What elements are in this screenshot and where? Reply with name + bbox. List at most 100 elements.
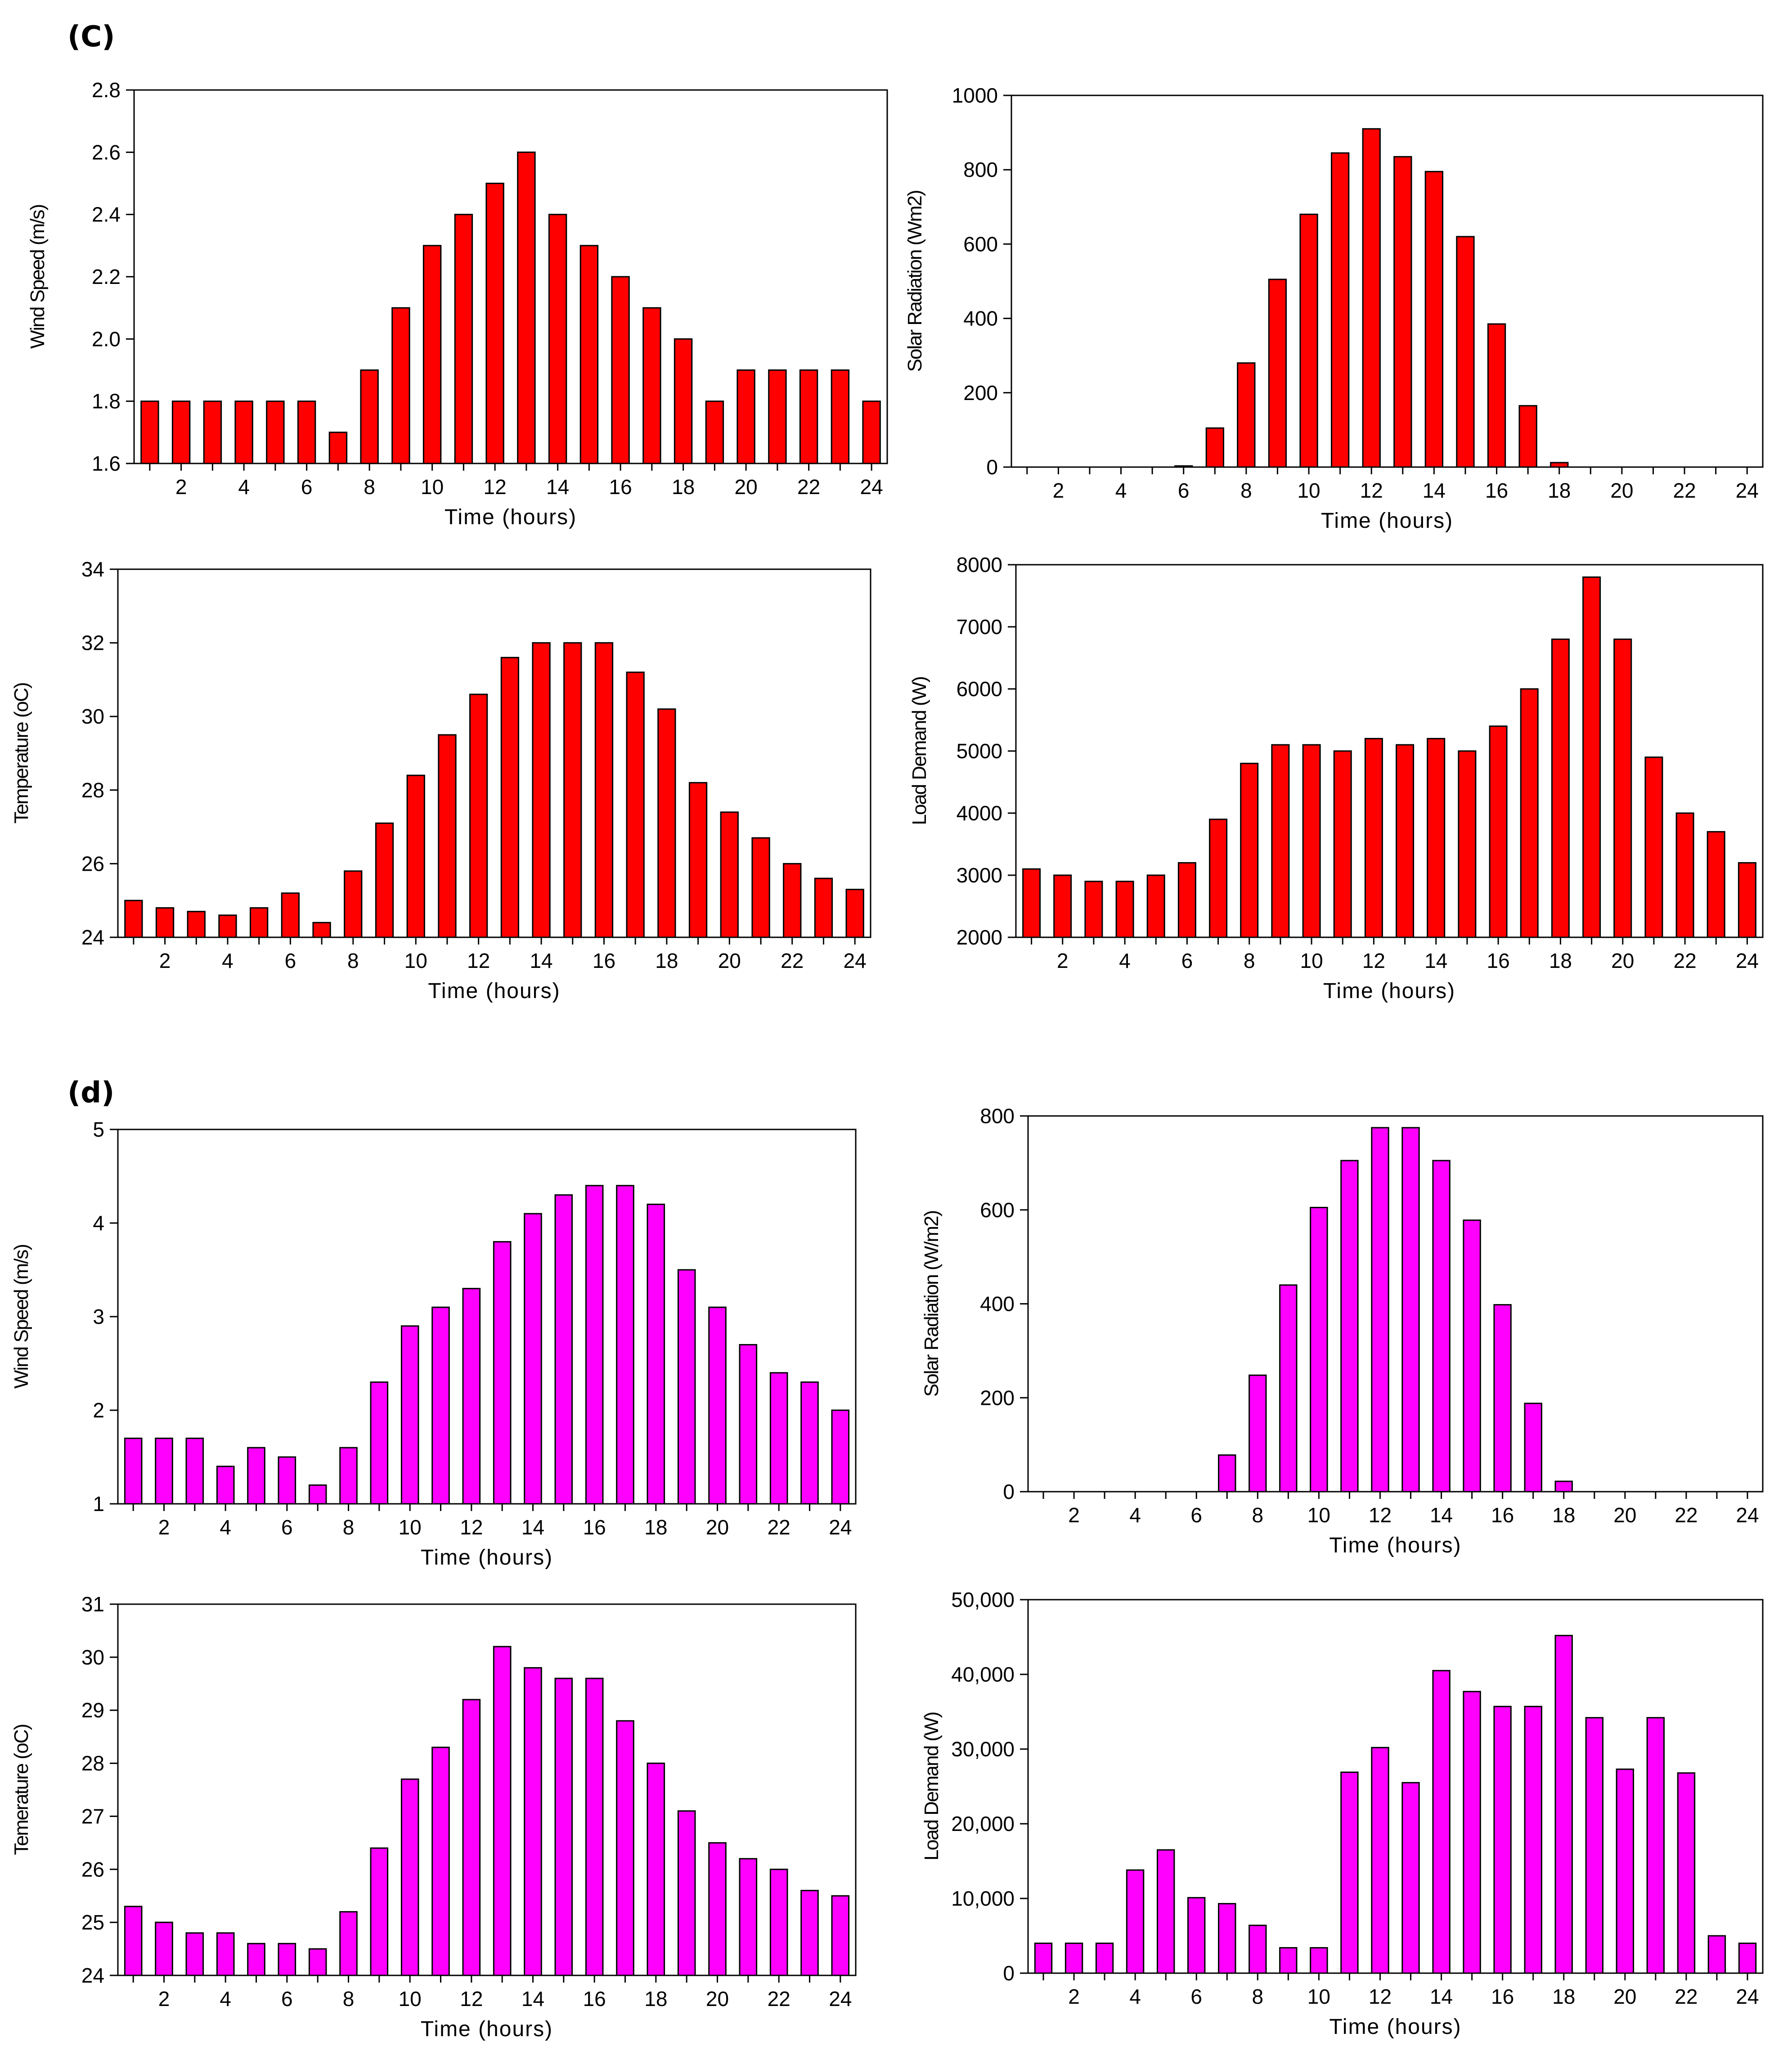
y-tick-label: 2000 xyxy=(957,926,1002,949)
bar xyxy=(1432,1670,1451,1974)
bar xyxy=(1249,1925,1267,1974)
y-tick-label: 1.6 xyxy=(92,452,121,475)
x-tick-label: 24 xyxy=(1736,479,1759,502)
y-tick-label: 8000 xyxy=(957,553,1002,576)
x-tick-label: 2 xyxy=(158,1516,170,1539)
x-tick-label: 14 xyxy=(530,949,552,972)
x-tick-label: 14 xyxy=(1430,1985,1453,2008)
y-tick-label: 800 xyxy=(963,158,998,181)
bar xyxy=(308,1484,327,1505)
bar xyxy=(1520,688,1539,938)
x-tick-label: 22 xyxy=(1673,479,1696,502)
bar xyxy=(281,892,300,938)
bar xyxy=(532,642,551,938)
x-tick-label: 18 xyxy=(1548,479,1571,502)
bar xyxy=(1302,744,1321,938)
x-tick-label: 4 xyxy=(1119,949,1131,972)
bar xyxy=(1554,1635,1573,1974)
chart-1: 1.61.82.02.22.42.62.82 4 6 8 10 12 14 16 18 20 22 2… xyxy=(27,78,888,529)
bar xyxy=(1646,1717,1665,1974)
y-tick-label: 40,000 xyxy=(951,1663,1015,1686)
bar xyxy=(1675,812,1694,938)
x-tick-label: 16 xyxy=(583,1987,606,2011)
x-tick-label: 12 xyxy=(467,949,490,972)
bar xyxy=(1487,323,1506,468)
x-tick-label: 12 xyxy=(1360,479,1383,502)
bar xyxy=(171,400,191,464)
bar xyxy=(677,1269,696,1505)
y-tick-label: 28 xyxy=(81,1752,104,1775)
y-tick-label: 2.8 xyxy=(92,78,121,102)
x-tick-label: 2 xyxy=(158,1987,170,2011)
bar xyxy=(297,400,316,464)
y-tick-label: 1 xyxy=(93,1492,104,1516)
bar xyxy=(1187,1897,1206,1974)
x-axis-title: Time (hours) xyxy=(421,2017,553,2041)
bar xyxy=(1644,756,1663,938)
x-tick-label: 6 xyxy=(1190,1985,1202,2008)
bar xyxy=(1340,1772,1359,1974)
x-tick-label: 12 xyxy=(1362,949,1385,972)
bar xyxy=(814,877,833,938)
bar xyxy=(1585,1717,1604,1974)
bar xyxy=(234,400,253,464)
x-tick-label: 12 xyxy=(484,475,507,499)
x-tick-label: 12 xyxy=(460,1987,483,2011)
bar xyxy=(400,1325,419,1505)
plot-frame xyxy=(117,568,871,938)
x-tick-label: 18 xyxy=(672,475,695,499)
y-tick-label: 50,000 xyxy=(951,1588,1015,1611)
x-tick-label: 16 xyxy=(1491,1503,1514,1527)
bar xyxy=(1616,1768,1635,1974)
y-tick-label: 400 xyxy=(980,1292,1015,1316)
bar xyxy=(1331,152,1350,468)
x-tick-label: 18 xyxy=(644,1987,667,2011)
bar xyxy=(1340,1160,1359,1493)
y-tick-label: 26 xyxy=(81,1858,104,1881)
y-tick-label: 25 xyxy=(81,1911,104,1934)
x-tick-label: 6 xyxy=(1190,1503,1202,1527)
x-tick-label: 16 xyxy=(593,949,615,972)
bar xyxy=(422,245,442,464)
bar xyxy=(1677,1772,1696,1974)
y-tick-label: 2.0 xyxy=(92,327,121,351)
bar xyxy=(1738,1943,1757,1974)
bar xyxy=(1463,1219,1481,1493)
bar xyxy=(247,1943,265,1976)
plot-frame xyxy=(117,1603,857,1976)
bar xyxy=(1237,362,1256,468)
bar xyxy=(554,1678,573,1976)
x-tick-label: 14 xyxy=(521,1987,544,2011)
x-tick-label: 20 xyxy=(1611,949,1634,972)
bar xyxy=(278,1456,296,1505)
bar xyxy=(657,708,676,938)
bar xyxy=(1249,1374,1267,1493)
bar xyxy=(370,1381,389,1505)
x-tick-label: 24 xyxy=(860,475,883,499)
x-axis-title: Time (hours) xyxy=(445,505,577,529)
bar xyxy=(1157,1849,1175,1974)
y-axis-title: Load Demand (W) xyxy=(908,677,930,825)
x-tick-label: 14 xyxy=(546,475,569,499)
bar xyxy=(524,1667,542,1976)
x-tick-label: 2 xyxy=(1057,949,1069,972)
bar xyxy=(1432,1160,1451,1493)
bar xyxy=(1707,1935,1726,1974)
bar xyxy=(250,907,269,938)
x-tick-label: 14 xyxy=(1430,1503,1453,1527)
bar xyxy=(1489,725,1508,938)
bar xyxy=(1333,750,1352,938)
x-tick-label: 8 xyxy=(364,475,375,499)
bar xyxy=(218,914,237,938)
bar xyxy=(548,214,567,464)
x-tick-label: 8 xyxy=(1240,479,1252,502)
x-tick-label: 10 xyxy=(1297,479,1320,502)
x-tick-label: 20 xyxy=(1613,1503,1636,1527)
bar xyxy=(431,1306,450,1505)
x-tick-label: 12 xyxy=(1369,1503,1392,1527)
plot-frame xyxy=(1027,1599,1764,1974)
bar xyxy=(1146,874,1165,938)
